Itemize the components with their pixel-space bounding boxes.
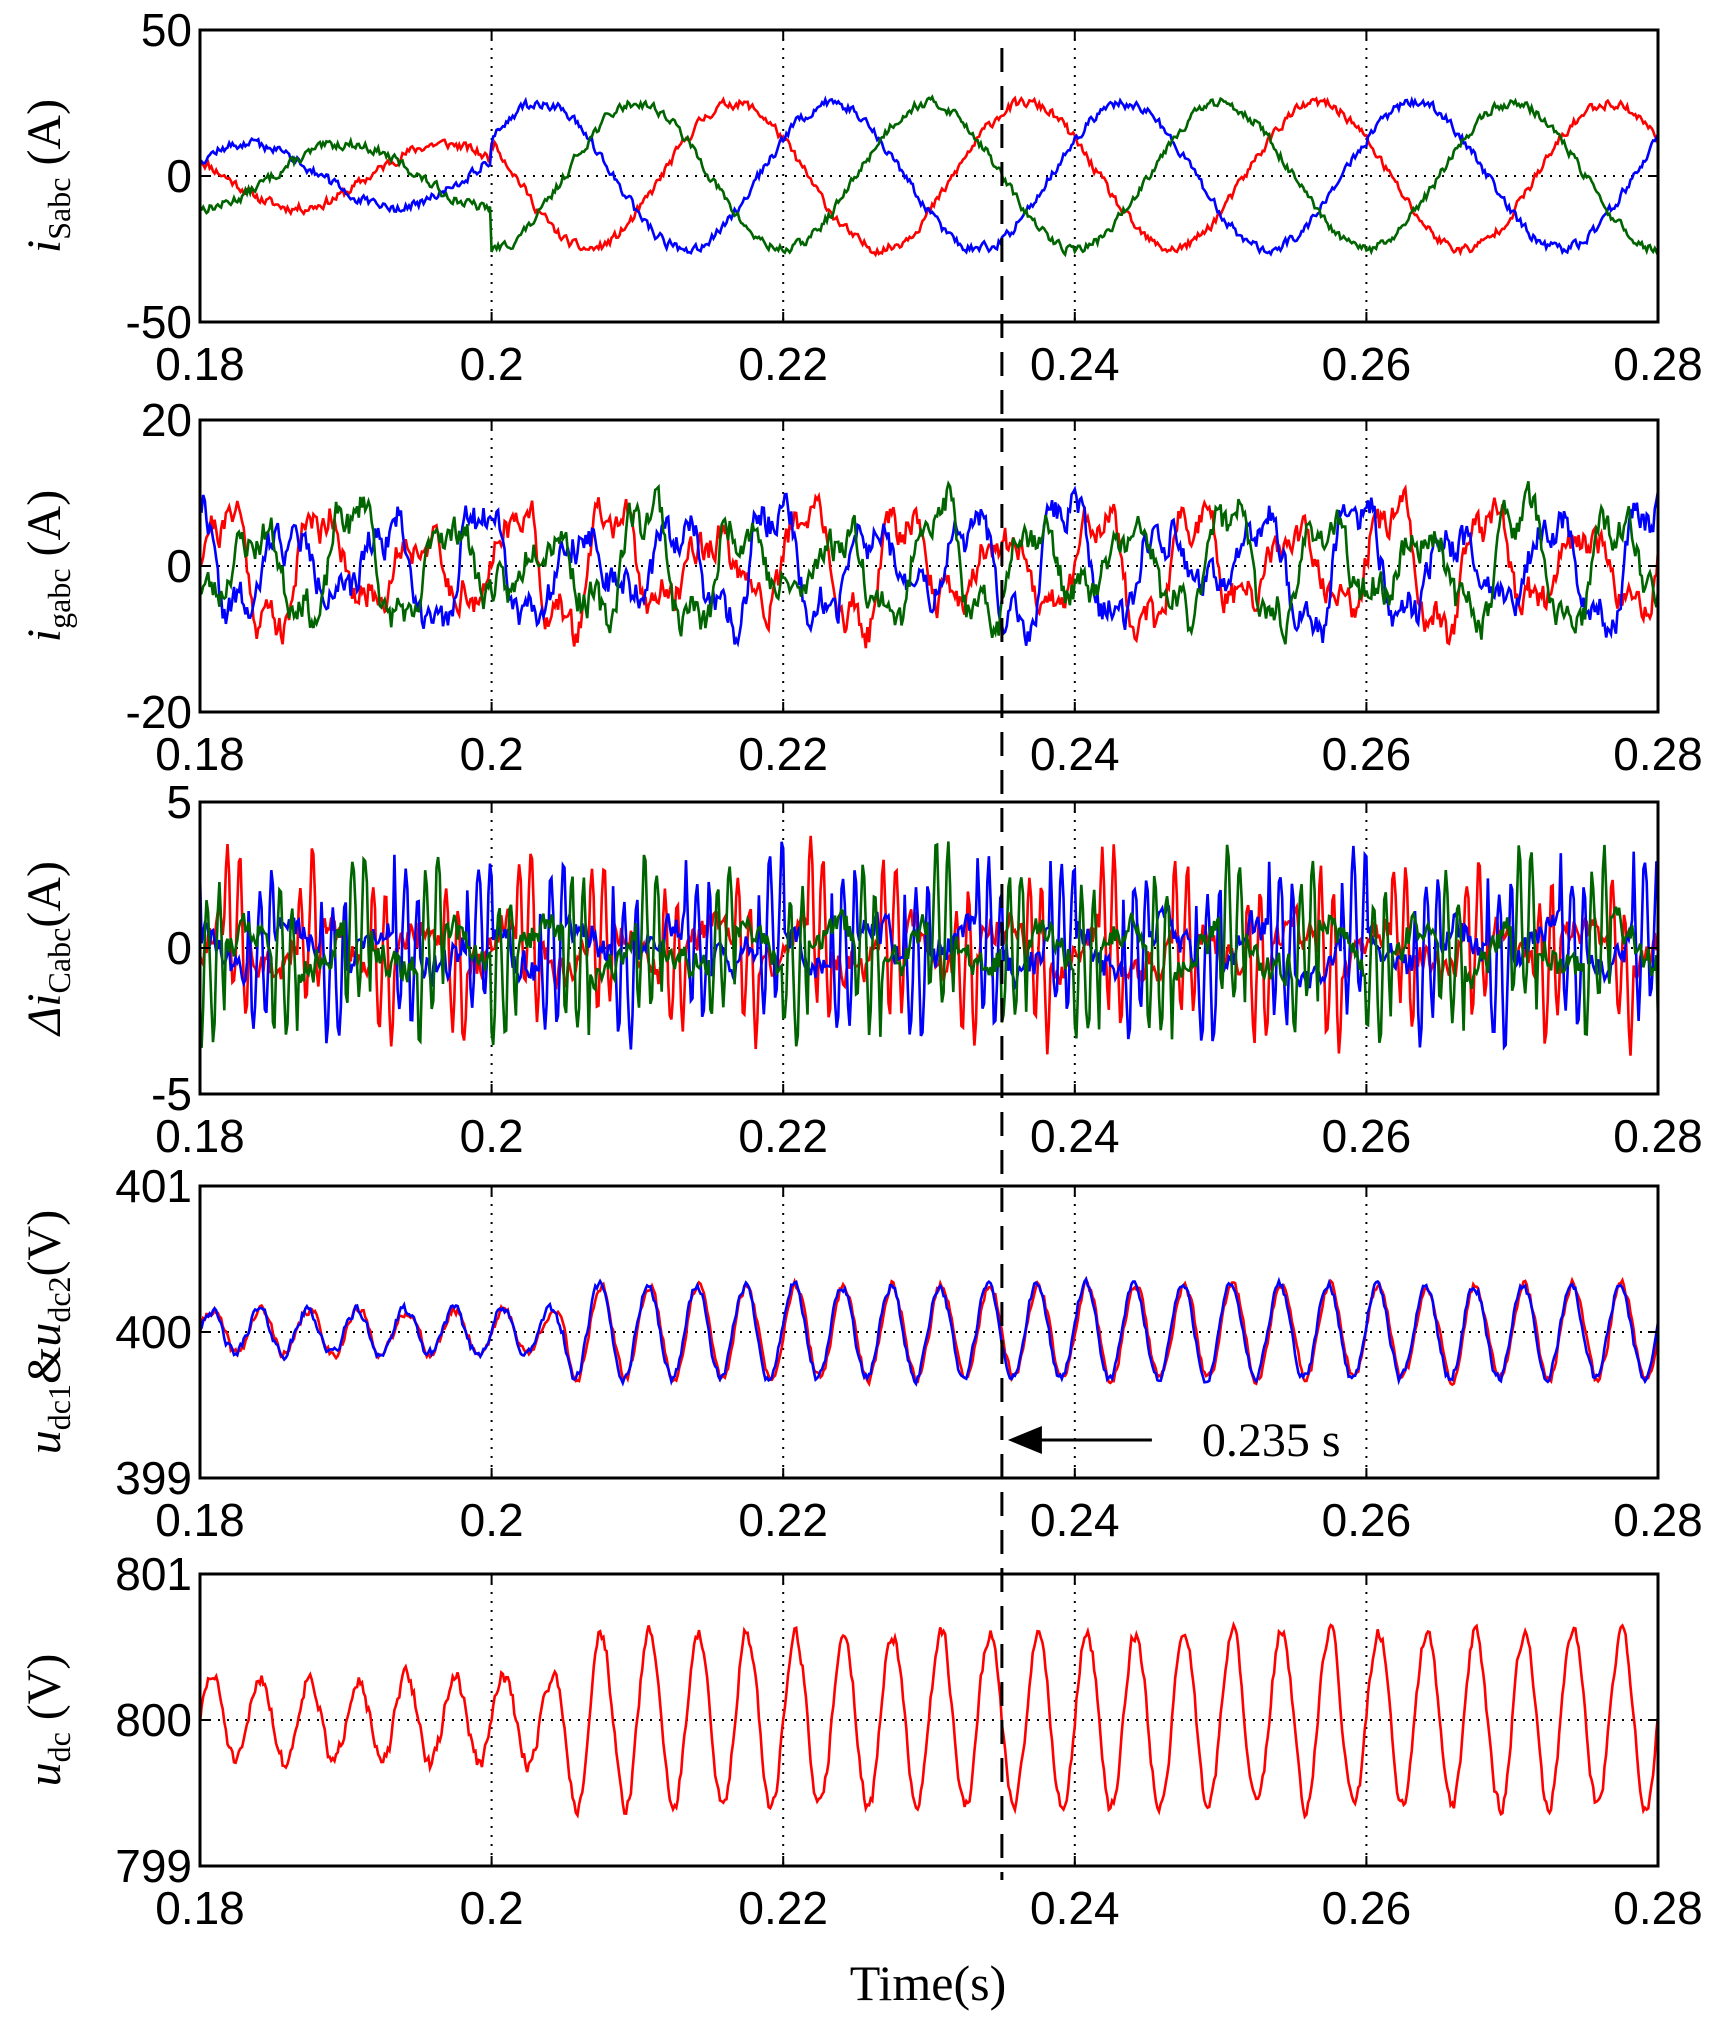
x-tick-label: 0.22 <box>738 1110 828 1162</box>
x-tick-label: 0.22 <box>738 1494 828 1546</box>
x-tick-label: 0.28 <box>1613 1110 1703 1162</box>
x-tick-label: 0.26 <box>1322 1494 1412 1546</box>
y-tick-label: 20 <box>141 394 192 446</box>
y-tick-label: 801 <box>115 1548 192 1600</box>
y-axis-label: ΔiCabc(A) <box>18 861 77 1037</box>
x-tick-label: 0.18 <box>155 1882 245 1934</box>
y-axis-label: udc (V) <box>18 1654 77 1787</box>
y-tick-label: 400 <box>115 1306 192 1358</box>
series-line-u_dc2 <box>200 1276 1658 1387</box>
marker-label: 0.235 s <box>1202 1414 1341 1467</box>
series-line-u_dc <box>200 1620 1658 1820</box>
series-line-a <box>200 484 1658 649</box>
y-axis-label: iSabc (A) <box>18 99 77 253</box>
y-tick-label: -50 <box>126 296 192 348</box>
x-tick-label: 0.18 <box>155 728 245 780</box>
y-tick-label: 399 <box>115 1452 192 1504</box>
x-tick-label: 0.24 <box>1030 728 1120 780</box>
y-tick-label: 0 <box>166 540 192 592</box>
y-tick-label: 0 <box>166 922 192 974</box>
x-tick-label: 0.24 <box>1030 338 1120 390</box>
x-tick-label: 0.26 <box>1322 1110 1412 1162</box>
y-tick-label: -20 <box>126 686 192 738</box>
x-tick-label: 0.2 <box>460 1494 524 1546</box>
series-line-c <box>200 480 1658 645</box>
y-axis-label: udc1&udc2(V) <box>18 1210 77 1454</box>
y-tick-label: 5 <box>166 776 192 828</box>
x-tick-label: 0.2 <box>460 1882 524 1934</box>
panel-4: 0.18 0.2 0.22 0.24 0.26 0.28 399 400 401 udc1&udc… <box>18 1160 1703 1546</box>
x-tick-label: 0.18 <box>155 338 245 390</box>
x-tick-label: 0.24 <box>1030 1110 1120 1162</box>
x-tick-label: 0.28 <box>1613 1494 1703 1546</box>
panel-5: 0.18 0.2 0.22 0.24 0.26 0.28 799 800 801 udc (V) <box>18 1548 1703 1934</box>
y-tick-label: -5 <box>151 1068 192 1120</box>
x-tick-label: 0.22 <box>738 728 828 780</box>
series-line-b <box>200 485 1658 648</box>
y-tick-label: 0 <box>166 150 192 202</box>
x-tick-label: 0.24 <box>1030 1494 1120 1546</box>
x-tick-label: 0.28 <box>1613 1882 1703 1934</box>
panel-1: 0.18 0.2 0.22 0.24 0.26 0.28 -50 0 50 iSabc (A) <box>18 4 1703 390</box>
y-tick-label: 401 <box>115 1160 192 1212</box>
series-line-c <box>200 94 1658 258</box>
y-tick-label: 799 <box>115 1840 192 1892</box>
x-tick-label: 0.18 <box>155 1110 245 1162</box>
x-tick-label: 0.2 <box>460 728 524 780</box>
series-line-c <box>200 841 1658 1048</box>
x-tick-label: 0.26 <box>1322 1882 1412 1934</box>
x-tick-label: 0.26 <box>1322 338 1412 390</box>
x-axis-label: Time(s) <box>850 1955 1007 2011</box>
x-tick-label: 0.26 <box>1322 728 1412 780</box>
x-tick-label: 0.18 <box>155 1494 245 1546</box>
x-tick-label: 0.28 <box>1613 728 1703 780</box>
x-tick-label: 0.28 <box>1613 338 1703 390</box>
marker-arrowhead <box>1007 1426 1042 1454</box>
series-line-b <box>200 95 1658 257</box>
x-tick-label: 0.22 <box>738 1882 828 1934</box>
y-axis-label: igabc (A) <box>18 490 77 642</box>
panel-3: 0.18 0.2 0.22 0.24 0.26 0.28 -5 0 5 ΔiCabc(A) <box>18 776 1703 1162</box>
x-tick-label: 0.24 <box>1030 1882 1120 1934</box>
panel-2: 0.18 0.2 0.22 0.24 0.26 0.28 -20 0 20 igabc (A) <box>18 394 1703 780</box>
x-tick-label: 0.22 <box>738 338 828 390</box>
x-tick-label: 0.2 <box>460 1110 524 1162</box>
y-tick-label: 800 <box>115 1694 192 1746</box>
y-tick-label: 50 <box>141 4 192 56</box>
x-tick-label: 0.2 <box>460 338 524 390</box>
